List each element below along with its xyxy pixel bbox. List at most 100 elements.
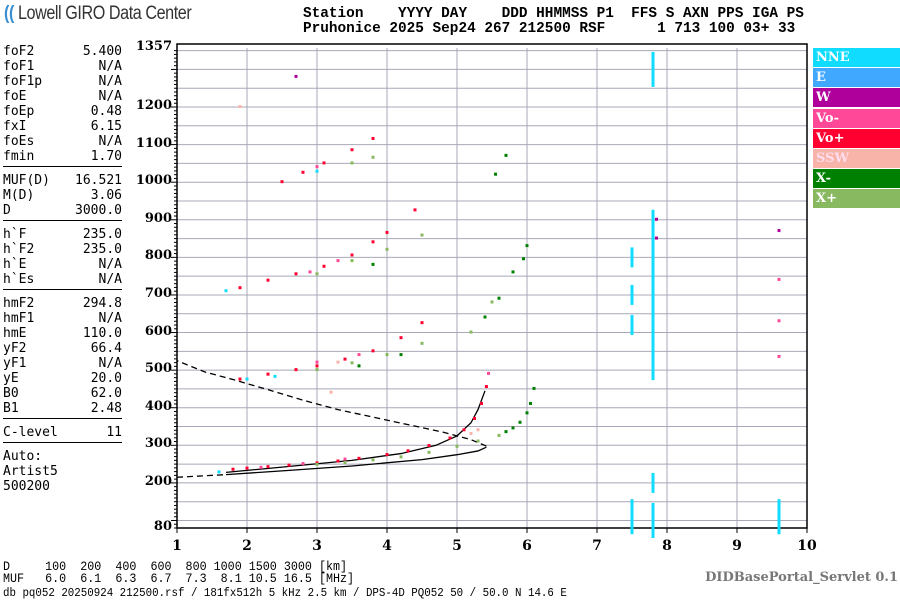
param-row: foF1p N/A	[3, 74, 122, 89]
echo-point	[630, 499, 634, 520]
echo-point	[273, 374, 277, 378]
echo-point	[350, 259, 354, 263]
echo-point	[630, 514, 634, 535]
auto-scaling-info: Artist5	[3, 464, 58, 479]
param-value: N/A	[98, 59, 122, 74]
param-name: M(D)	[3, 188, 35, 203]
echo-point	[371, 349, 375, 353]
y-tick-label: 300	[144, 436, 172, 452]
echo-point	[651, 266, 655, 287]
param-row: hmF1 N/A	[3, 311, 122, 326]
param-row: fmin 1.70	[3, 149, 122, 164]
echo-point	[651, 322, 655, 343]
param-value: 110.0	[82, 326, 122, 341]
echo-point	[245, 377, 249, 381]
echo-point	[399, 455, 403, 459]
echo-point	[245, 466, 249, 470]
echo-point	[651, 247, 655, 268]
echo-point	[504, 153, 508, 157]
y-tick-label: 80	[153, 519, 172, 534]
echo-point	[651, 502, 655, 523]
echo-point	[518, 420, 522, 424]
echo-point	[420, 321, 424, 325]
param-row: foEp 0.48	[3, 104, 122, 119]
separator	[3, 442, 122, 443]
separator	[3, 220, 122, 221]
echo-point	[357, 353, 361, 357]
echo-point	[259, 465, 263, 469]
param-name: hmF1	[3, 311, 35, 326]
param-value: 3000.0	[75, 203, 122, 218]
wifi-logo-icon: ((	[4, 3, 14, 24]
echo-point	[529, 401, 532, 405]
echo-point	[315, 462, 319, 466]
param-row: MUF(D) 16.521	[3, 173, 122, 188]
param-row: yE 20.0	[3, 371, 122, 386]
x-tick-label: 6	[522, 538, 532, 554]
param-name: hmF2	[3, 296, 35, 311]
param-value: 294.8	[82, 296, 122, 311]
echo-point	[476, 439, 480, 443]
param-value: 5.400	[82, 44, 122, 59]
echo-point	[287, 463, 291, 467]
echo-point	[350, 361, 354, 365]
auto-scaling-info: Auto:	[3, 449, 43, 464]
echo-point	[494, 172, 497, 176]
echo-point	[777, 277, 781, 281]
param-name: foF1p	[3, 74, 43, 89]
param-value: N/A	[98, 311, 122, 326]
x-tick-label: 9	[732, 538, 742, 554]
echo-point	[522, 257, 525, 261]
echo-point	[427, 450, 431, 454]
param-name: yF2	[3, 341, 27, 356]
echo-point	[777, 514, 781, 535]
echo-point	[294, 272, 298, 276]
echo-point	[308, 270, 312, 274]
param-name: foE	[3, 89, 27, 104]
profile-dashed-low	[176, 473, 227, 478]
header-labels: Station YYYY DAY DDD HHMMSS P1 FFS S AXN…	[303, 6, 804, 22]
echo-point	[532, 386, 536, 390]
y-tick-label: 700	[144, 285, 172, 301]
legend-item: Vo-	[813, 108, 900, 128]
echo-point	[655, 236, 658, 240]
echo-point	[427, 444, 431, 448]
echo-point	[406, 449, 410, 453]
x-tick-label: 10	[797, 538, 817, 554]
param-name: C-level	[3, 425, 58, 440]
param-value: N/A	[98, 257, 122, 272]
echo-point	[420, 341, 424, 345]
param-value: 3.06	[90, 188, 122, 203]
auto-row: Auto:	[3, 449, 122, 464]
param-value: N/A	[98, 89, 122, 104]
param-name: B1	[3, 401, 19, 416]
echo-point	[371, 262, 375, 266]
echo-point	[343, 460, 347, 464]
echo-point	[315, 169, 319, 173]
param-row: hmE 110.0	[3, 326, 122, 341]
param-row: D 3000.0	[3, 203, 122, 218]
y-tick-label: 1000	[135, 173, 172, 189]
param-name: yE	[3, 371, 19, 386]
legend-item: W	[813, 88, 900, 108]
legend-item: X-	[813, 169, 900, 189]
param-name: yF1	[3, 356, 27, 371]
profile-curve-upper	[225, 390, 486, 474]
param-value: 20.0	[90, 371, 122, 386]
echo-point	[399, 353, 403, 357]
param-name: foF1	[3, 59, 35, 74]
echo-point	[350, 161, 354, 165]
echo-point	[350, 253, 354, 257]
echo-point	[322, 161, 326, 165]
echo-point	[315, 165, 319, 169]
param-row: foF2 5.400	[3, 44, 122, 59]
echo-point	[231, 467, 235, 471]
legend-item: X+	[813, 189, 900, 209]
echo-point	[525, 244, 529, 248]
y-tick-label: 1357	[135, 39, 172, 54]
param-value: N/A	[98, 356, 122, 371]
echo-point	[469, 432, 473, 436]
echo-point	[385, 453, 389, 457]
x-tick-label: 3	[312, 538, 322, 554]
y-tick-label: 500	[144, 361, 172, 377]
